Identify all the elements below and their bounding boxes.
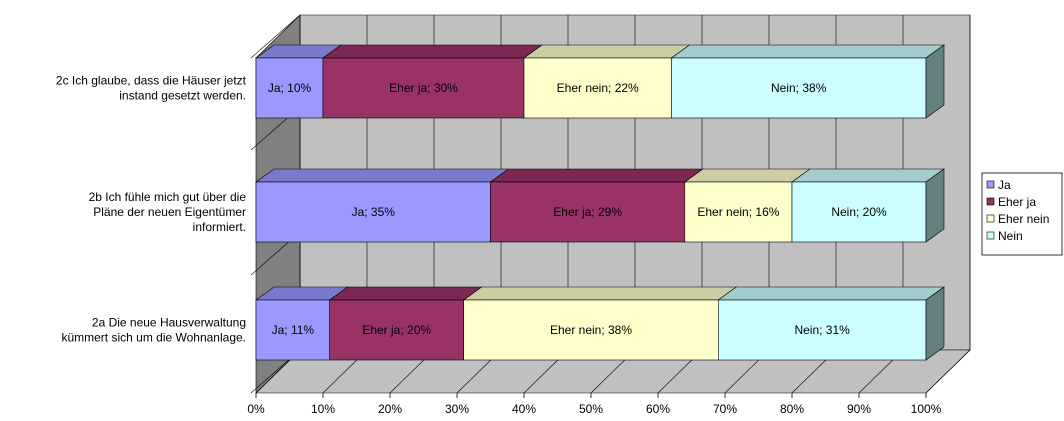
bar-top-face bbox=[791, 168, 945, 183]
bar-segment bbox=[791, 181, 927, 243]
category-label: 2c Ich glaube, dass die Häuser jetzt bbox=[56, 74, 247, 88]
data-label: Ja; 10% bbox=[268, 81, 312, 95]
bar-segment bbox=[490, 181, 686, 243]
x-tick-label: 50% bbox=[579, 402, 603, 416]
data-label: Eher ja; 30% bbox=[389, 81, 458, 95]
x-tick-label: 100% bbox=[911, 402, 942, 416]
bar-segment bbox=[671, 57, 927, 119]
legend-entry: Eher nein bbox=[998, 212, 1049, 226]
bar-segment bbox=[255, 57, 324, 119]
x-tick-label: 90% bbox=[847, 402, 871, 416]
bar-top-face bbox=[489, 168, 704, 183]
data-label: Eher nein; 38% bbox=[550, 323, 632, 337]
bar-segment bbox=[463, 299, 719, 361]
data-label: Eher nein; 16% bbox=[697, 205, 779, 219]
bar-side-face bbox=[925, 168, 945, 243]
bar-segment bbox=[523, 57, 672, 119]
data-label: Nein; 31% bbox=[794, 323, 850, 337]
bar-top-face bbox=[322, 44, 543, 59]
data-label: Ja; 35% bbox=[352, 205, 396, 219]
bar-segment bbox=[329, 299, 465, 361]
data-label: Eher ja; 29% bbox=[553, 205, 622, 219]
category-separator bbox=[250, 14, 301, 59]
bar-segment bbox=[255, 299, 330, 361]
x-tick-label: 40% bbox=[512, 402, 536, 416]
category-label: kümmert sich um die Wohnanlage. bbox=[61, 331, 246, 345]
bar-top-face bbox=[462, 286, 738, 301]
x-tick-label: 70% bbox=[713, 402, 737, 416]
bar-segment bbox=[255, 181, 491, 243]
category-label: 2a Die neue Hausverwaltung bbox=[92, 316, 246, 330]
x-tick-label: 80% bbox=[780, 402, 804, 416]
bar-side-face bbox=[925, 44, 945, 119]
legend-swatch bbox=[986, 214, 995, 223]
bar-side-face bbox=[925, 286, 945, 361]
bar-segment bbox=[322, 57, 525, 119]
category-label: instand gesetzt werden. bbox=[119, 89, 246, 103]
legend-box bbox=[981, 172, 1063, 256]
legend-swatch bbox=[986, 197, 995, 206]
bar-segment bbox=[717, 299, 927, 361]
x-tick-label: 10% bbox=[311, 402, 335, 416]
legend-swatch bbox=[986, 180, 995, 189]
data-label: Eher nein; 22% bbox=[557, 81, 639, 95]
data-label: Ja; 11% bbox=[272, 323, 315, 337]
data-label: Nein; 38% bbox=[771, 81, 827, 95]
bar-top-face bbox=[683, 168, 811, 183]
x-tick-label: 0% bbox=[247, 402, 265, 416]
data-label: Nein; 20% bbox=[831, 205, 887, 219]
legend-entry: Ja bbox=[998, 178, 1011, 192]
category-label: 2b Ich fühle mich gut über die bbox=[89, 190, 247, 204]
x-tick-label: 20% bbox=[378, 402, 402, 416]
bar-top-face bbox=[717, 286, 945, 301]
category-label: informiert. bbox=[193, 220, 246, 234]
bar-top-face bbox=[328, 286, 483, 301]
legend-swatch bbox=[986, 231, 995, 240]
x-tick-label: 60% bbox=[646, 402, 670, 416]
legend-entry: Eher ja bbox=[998, 195, 1036, 209]
bar-top-face bbox=[670, 44, 945, 59]
x-tick-label: 30% bbox=[445, 402, 469, 416]
gridline-floor bbox=[925, 349, 971, 394]
bar-segment bbox=[684, 181, 793, 243]
category-label: Pläne der neuen Eigentümer bbox=[93, 205, 246, 219]
legend-entry: Nein bbox=[998, 229, 1023, 243]
bar-top-face bbox=[523, 44, 691, 59]
data-label: Eher ja; 20% bbox=[362, 323, 431, 337]
bar-top-face bbox=[255, 168, 510, 183]
